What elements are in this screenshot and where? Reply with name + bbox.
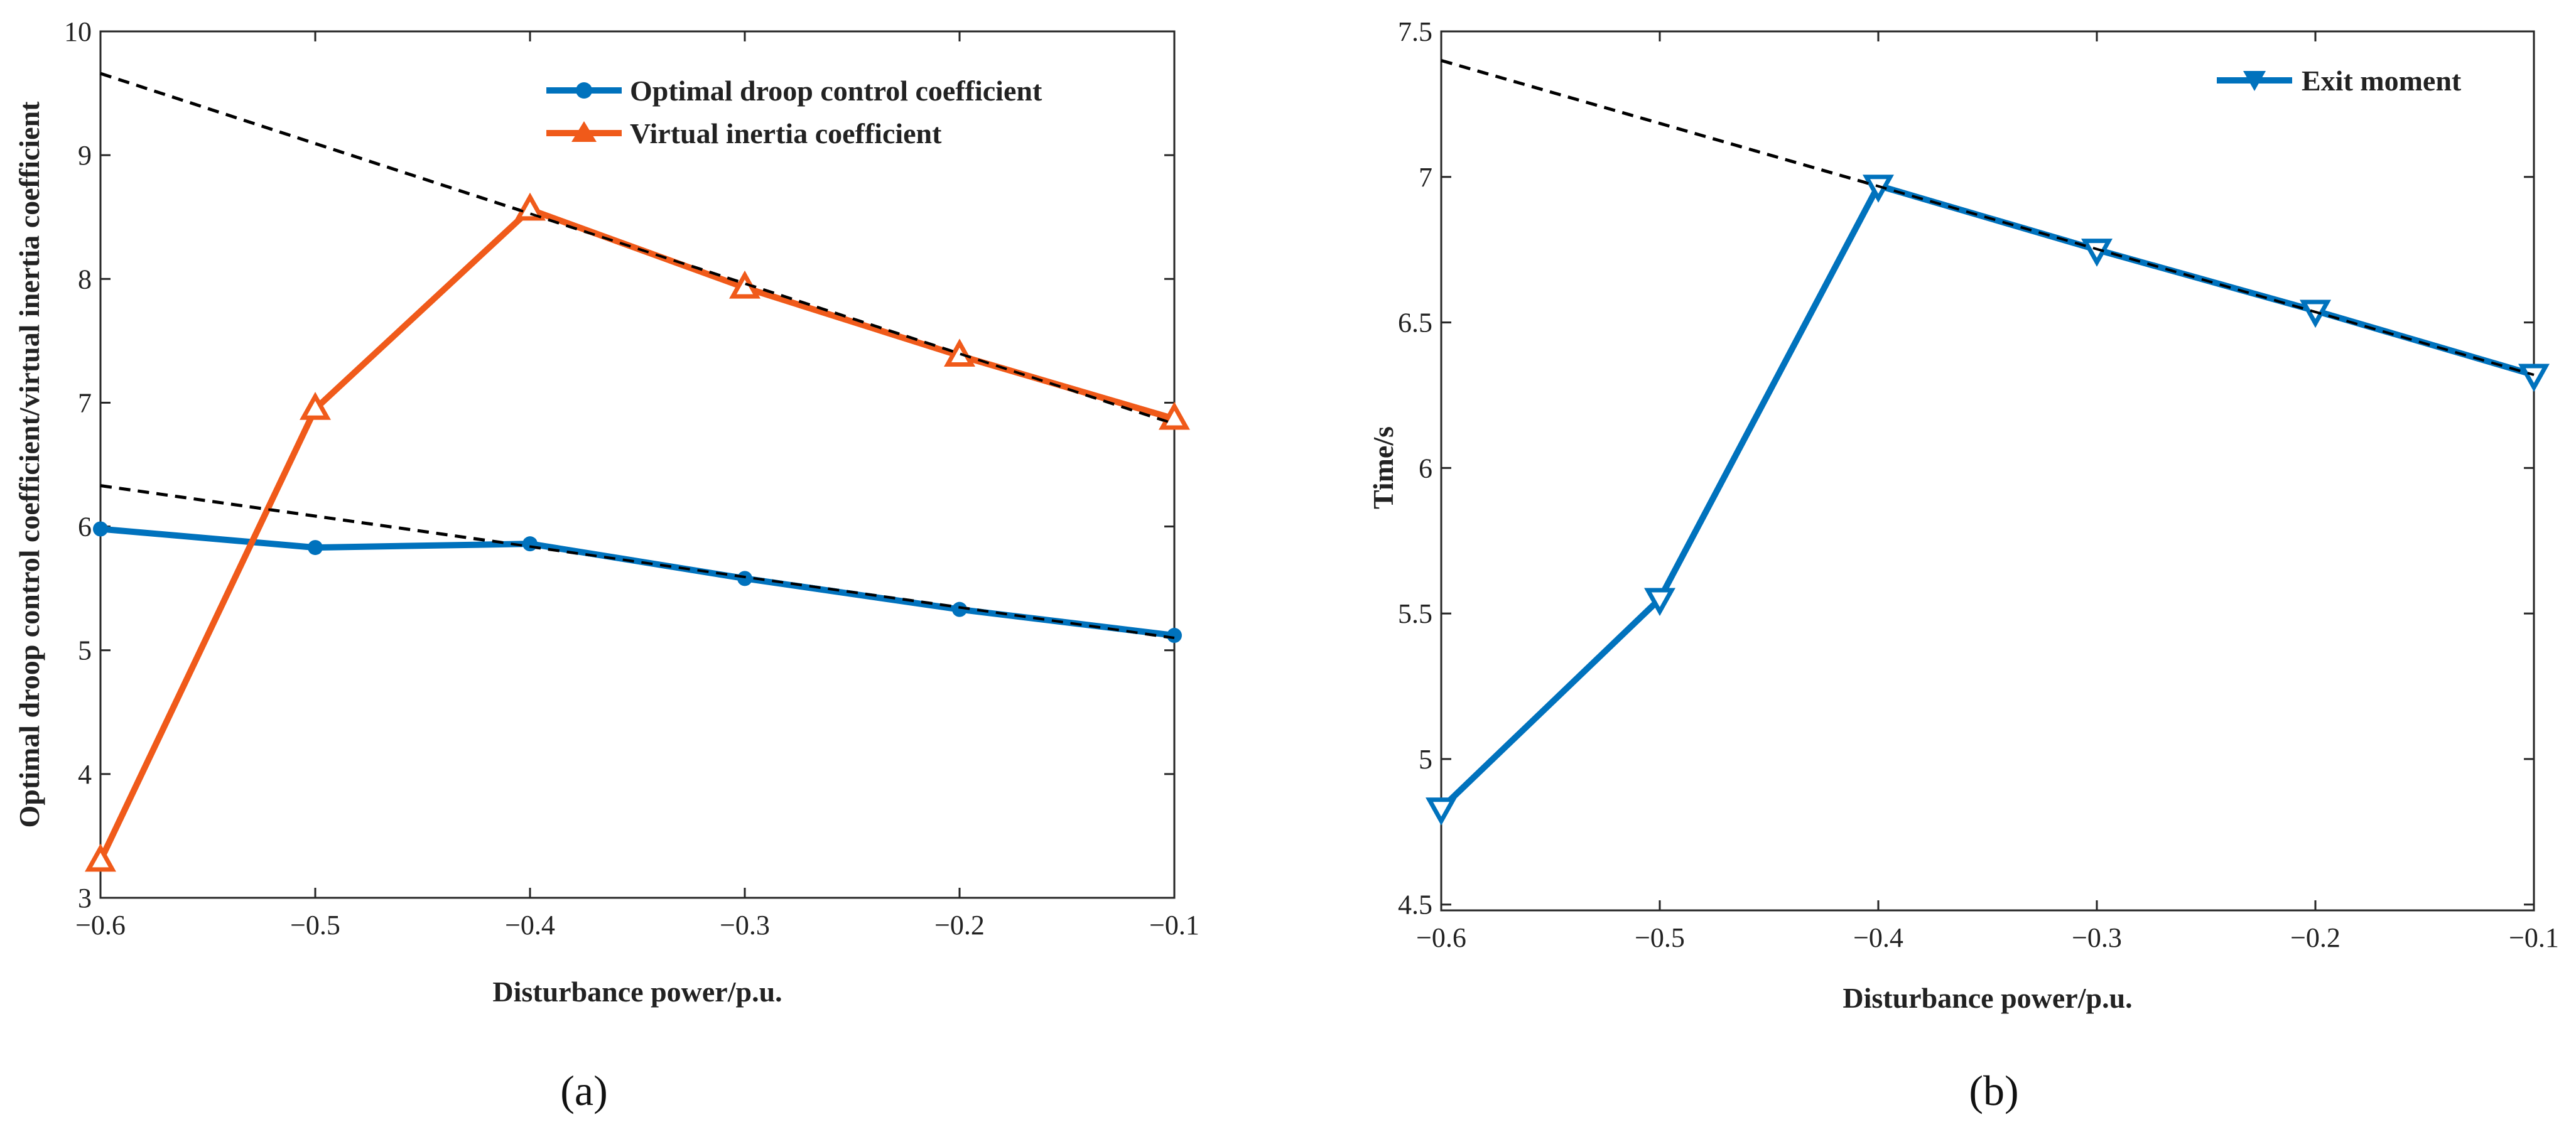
y-tick-label: 5 bbox=[78, 635, 92, 666]
x-tick-label: −0.3 bbox=[2072, 922, 2122, 953]
data-point bbox=[2518, 364, 2550, 392]
y-tick-label: 7.5 bbox=[1398, 16, 1432, 47]
data-point bbox=[85, 843, 116, 872]
y-tick-label: 10 bbox=[64, 16, 92, 47]
legend-circle-marker-icon bbox=[576, 82, 592, 99]
panel-b-series bbox=[1426, 59, 2550, 826]
legend-triangle-up-marker-icon bbox=[571, 121, 597, 142]
legend-label-droop: Optimal droop control coefficient bbox=[630, 75, 1042, 107]
y-tick-label: 4.5 bbox=[1398, 890, 1432, 920]
y-tick-label: 7 bbox=[1419, 162, 1432, 193]
panel-a-series bbox=[85, 72, 1190, 872]
y-tick-label: 8 bbox=[78, 264, 92, 294]
panel-b-y-ticks: 4.5 5 5.5 6 6.5 7 7.5 bbox=[1398, 16, 2534, 920]
x-tick-label: −0.2 bbox=[2290, 922, 2341, 953]
data-point bbox=[308, 540, 323, 556]
panel-a-legend: Optimal droop control coefficient Virtua… bbox=[546, 75, 1042, 149]
panel-b-chart: 4.5 5 5.5 6 6.5 7 7.5 −0.6 −0.5 −0.4 −0.3 −0.2 −0.1… bbox=[1367, 16, 2559, 1114]
x-tick-label: −0.6 bbox=[75, 910, 126, 941]
legend-label-exit: Exit moment bbox=[2302, 65, 2462, 97]
legend-label-inertia: Virtual inertia coefficient bbox=[630, 117, 942, 149]
panel-a-x-ticks: −0.6 −0.5 −0.4 −0.3 −0.2 −0.1 bbox=[75, 31, 1199, 941]
y-tick-label: 5 bbox=[1419, 744, 1432, 775]
panel-b-x-axis-label: Disturbance power/p.u. bbox=[1843, 982, 2132, 1014]
data-point bbox=[514, 192, 546, 221]
x-tick-label: −0.1 bbox=[1149, 910, 1199, 941]
trend-line-overlay bbox=[1441, 59, 2535, 376]
y-tick-label: 4 bbox=[78, 759, 92, 790]
panel-a-y-ticks: 3 4 5 6 7 8 9 10 bbox=[64, 16, 1174, 914]
panel-a-label: (a) bbox=[560, 1067, 607, 1114]
data-point bbox=[93, 521, 108, 537]
legend-triangle-down-marker-icon bbox=[2243, 71, 2266, 91]
series-line bbox=[100, 526, 1175, 639]
panel-b-legend: Exit moment bbox=[2217, 65, 2462, 97]
panel-b-y-axis-label: Time/s bbox=[1367, 426, 1399, 509]
x-tick-label: −0.4 bbox=[505, 910, 555, 941]
x-tick-label: −0.3 bbox=[720, 910, 770, 941]
panel-a-chart: 3 4 5 6 7 8 9 10 −0.6 −0.5 −0.4 −0.3 −0.2 −0.1 Distu… bbox=[13, 16, 1199, 1114]
data-point bbox=[1644, 588, 1675, 617]
panel-a-y-axis-label: Optimal droop control coefficient/virtua… bbox=[13, 101, 45, 828]
trend-line-overlay bbox=[100, 484, 1175, 639]
panel-b-label: (b) bbox=[1969, 1067, 2018, 1114]
x-tick-label: −0.5 bbox=[1635, 922, 1685, 953]
series-line bbox=[97, 206, 1176, 863]
data-point bbox=[944, 338, 975, 367]
panel-b-plot-area bbox=[1440, 30, 2535, 912]
x-tick-label: −0.5 bbox=[290, 910, 340, 941]
panel-a-plot-area bbox=[99, 30, 1176, 899]
y-tick-label: 6.5 bbox=[1398, 308, 1432, 338]
data-point bbox=[300, 392, 331, 420]
panel-a-x-axis-label: Disturbance power/p.u. bbox=[492, 976, 782, 1008]
x-tick-label: −0.6 bbox=[1416, 922, 1466, 953]
data-point bbox=[522, 536, 538, 552]
y-tick-label: 6 bbox=[78, 512, 92, 542]
y-tick-label: 9 bbox=[78, 140, 92, 171]
x-tick-label: −0.4 bbox=[1853, 922, 1903, 953]
y-tick-label: 7 bbox=[78, 387, 92, 418]
data-point bbox=[1426, 797, 1457, 826]
y-tick-label: 6 bbox=[1419, 453, 1432, 483]
data-point bbox=[1167, 628, 1182, 644]
y-tick-label: 5.5 bbox=[1398, 598, 1432, 629]
data-point bbox=[1159, 401, 1190, 430]
x-tick-label: −0.1 bbox=[2509, 922, 2559, 953]
data-point bbox=[737, 571, 752, 586]
panel-b-x-ticks: −0.6 −0.5 −0.4 −0.3 −0.2 −0.1 bbox=[1416, 31, 2559, 953]
data-point bbox=[952, 601, 967, 617]
y-tick-label: 3 bbox=[78, 883, 92, 914]
x-tick-label: −0.2 bbox=[934, 910, 985, 941]
